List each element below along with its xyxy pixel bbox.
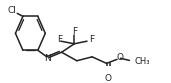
Text: CH₃: CH₃ (134, 57, 149, 66)
Text: N: N (44, 54, 51, 63)
Text: Cl: Cl (7, 6, 16, 15)
Text: O: O (104, 74, 111, 83)
Text: F: F (57, 35, 62, 44)
Text: F: F (90, 35, 95, 44)
Text: O: O (116, 53, 123, 62)
Text: F: F (72, 27, 77, 36)
